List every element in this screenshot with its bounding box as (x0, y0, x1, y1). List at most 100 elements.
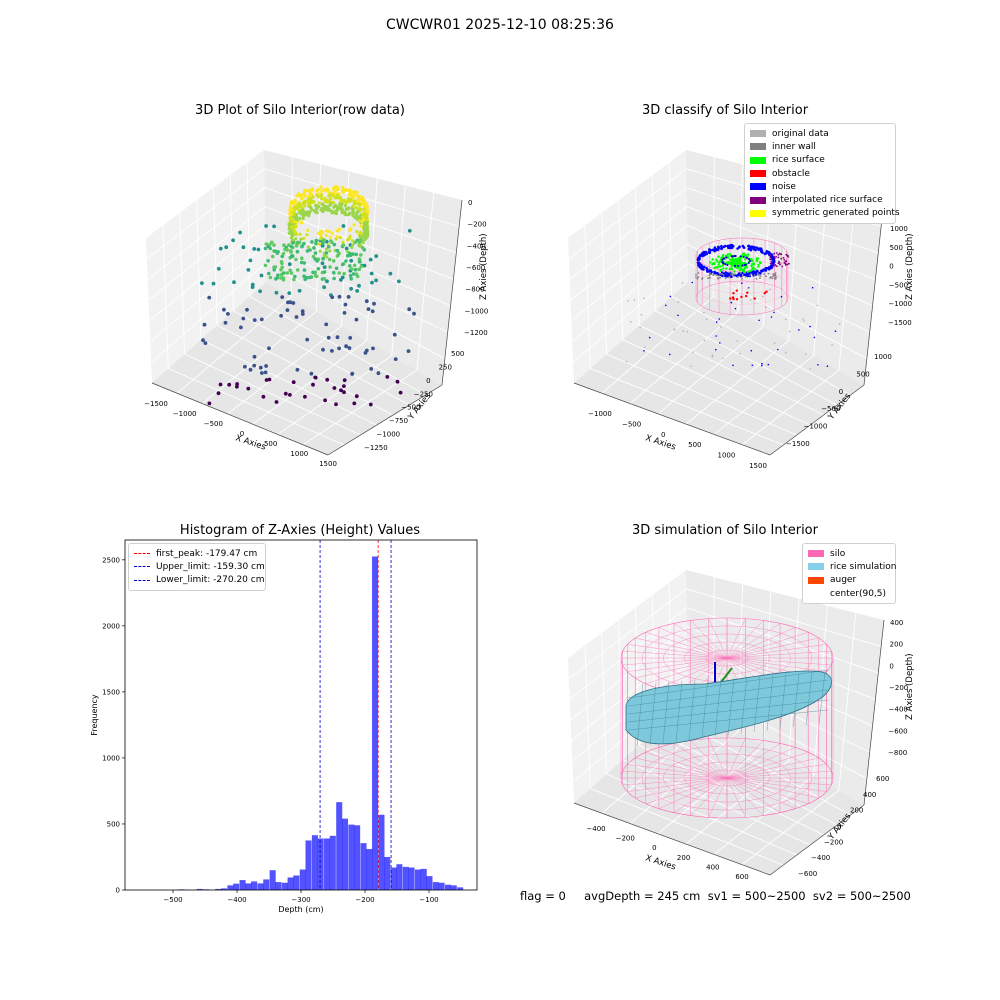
data-point (364, 212, 368, 216)
data-point (302, 200, 306, 204)
data-point (288, 393, 292, 397)
data-point (339, 388, 343, 393)
data-point (289, 222, 293, 226)
rice-surface-point (737, 260, 741, 264)
data-point (306, 228, 310, 232)
data-point (359, 221, 363, 225)
x-tick-label: −300 (291, 896, 310, 904)
scatter-point (804, 353, 807, 356)
silo-wire (645, 752, 728, 779)
rice-surface-point (733, 254, 736, 258)
noise-point (751, 270, 755, 274)
silo-wire (635, 657, 728, 679)
data-point (333, 203, 337, 207)
data-point (302, 274, 306, 279)
scatter-point (784, 318, 787, 321)
data-point (331, 259, 336, 263)
noise-point (708, 270, 711, 273)
obstacle-point (732, 292, 735, 295)
histogram-bar (275, 882, 282, 890)
data-point (340, 244, 345, 249)
data-point (319, 185, 323, 189)
data-point (322, 285, 326, 290)
data-point (350, 206, 354, 210)
rice-surface-point (733, 262, 736, 265)
noise-point (726, 272, 729, 275)
data-point (364, 216, 368, 220)
noise-point (723, 272, 726, 276)
inner-wall-point (775, 276, 777, 279)
noise-point (719, 273, 722, 277)
noise-point (726, 264, 729, 266)
rice-surface-point (733, 260, 736, 264)
data-point (365, 234, 370, 238)
data-point (289, 227, 293, 232)
data-point (364, 224, 368, 228)
data-point (288, 212, 292, 216)
noise-point (772, 259, 776, 263)
data-point (289, 236, 294, 240)
data-point (335, 335, 340, 340)
rice-surface-point (720, 259, 724, 262)
data-point (291, 220, 295, 224)
data-point (303, 194, 307, 198)
noise-point (704, 253, 707, 256)
data-point (342, 187, 346, 191)
grid-line (813, 605, 828, 776)
data-point (307, 212, 311, 216)
data-point (314, 238, 319, 243)
inner-wall-point (721, 273, 723, 275)
histogram-bar (281, 882, 288, 890)
data-point (361, 219, 365, 223)
data-point (363, 201, 367, 205)
grid-line (622, 339, 811, 426)
data-point (266, 244, 271, 249)
data-point (363, 221, 367, 226)
noise-point (698, 263, 702, 266)
x-tick-label: 200 (677, 854, 690, 862)
rice-surface-point (759, 261, 762, 265)
data-point (288, 216, 292, 221)
data-point (299, 194, 303, 199)
rice-surface-point (726, 261, 730, 264)
noise-point (744, 263, 747, 266)
data-point (334, 192, 338, 196)
data-point (363, 219, 367, 224)
data-point (363, 224, 367, 228)
data-point (365, 218, 369, 222)
noise-point (748, 247, 751, 250)
grid-line (657, 745, 764, 835)
data-point (291, 227, 295, 231)
data-point (287, 227, 291, 231)
data-point (349, 277, 354, 281)
data-point (308, 197, 312, 201)
data-point (365, 227, 369, 231)
scatter-point (758, 319, 760, 322)
data-point (267, 346, 271, 351)
data-point (356, 200, 360, 204)
rice-surface-point (737, 259, 740, 263)
interpolated-point (769, 254, 772, 256)
data-point (364, 208, 368, 212)
rice-surface-point (726, 255, 730, 258)
data-point (290, 232, 294, 236)
histogram-bar (257, 883, 264, 890)
data-point (325, 377, 330, 382)
silo-wire (673, 657, 728, 693)
data-point (332, 201, 336, 205)
inner-wall-point (709, 272, 711, 274)
rice-surface-point (730, 265, 734, 268)
data-point (340, 198, 344, 202)
interpolated-point (769, 256, 772, 258)
inner-wall-point (696, 277, 699, 280)
scatter-point (739, 352, 741, 355)
histogram-bar (251, 881, 258, 890)
noise-point (713, 270, 716, 274)
axis-line (151, 382, 329, 456)
noise-point (757, 247, 760, 251)
histogram-bar (450, 885, 457, 890)
data-point (325, 198, 329, 202)
noise-point (706, 268, 709, 271)
interpolated-point (780, 253, 783, 256)
rice-surface-point (745, 256, 748, 259)
